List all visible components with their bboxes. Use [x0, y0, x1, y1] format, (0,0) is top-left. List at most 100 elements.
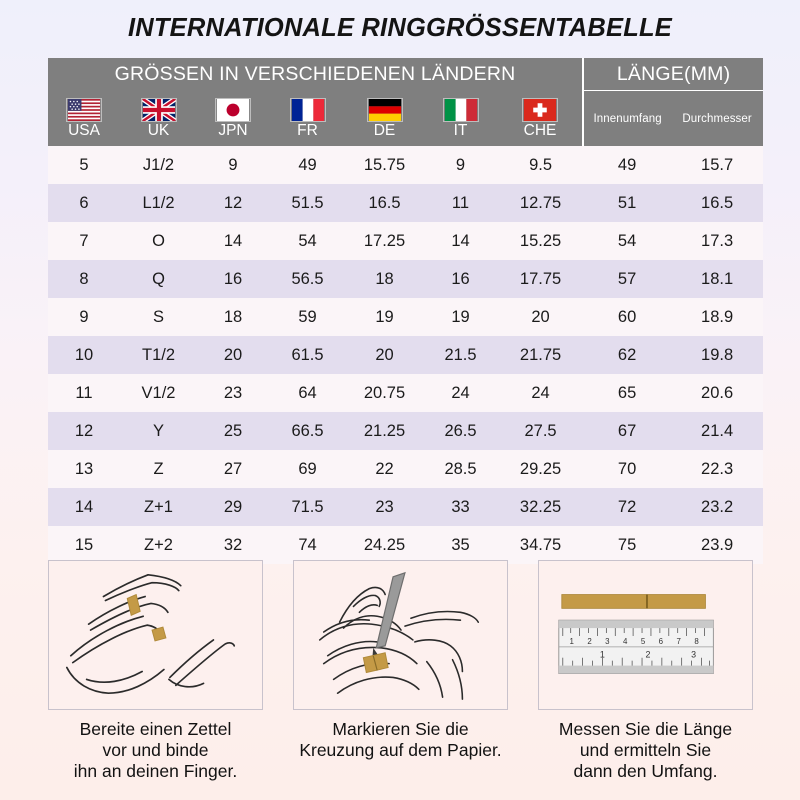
column-label-de: DE — [373, 122, 396, 140]
svg-text:3: 3 — [605, 637, 610, 646]
svg-text:7: 7 — [676, 637, 680, 646]
table-cell: 74 — [269, 526, 346, 564]
table-cell: 20.6 — [671, 374, 764, 412]
table-row: 8 Q 16 56.5 18 16 17.75 57 18.1 — [48, 260, 764, 298]
table-cell: T1/2 — [120, 336, 197, 374]
table-cell: 18 — [346, 260, 423, 298]
table-cell: 19 — [423, 298, 498, 336]
hand-with-paper-strip-illustration — [48, 560, 263, 710]
table-cell: 12.75 — [498, 184, 584, 222]
instruction-panel-2: Markieren Sie die Kreuzung auf dem Papie… — [293, 560, 508, 782]
table-row: 10 T1/2 20 61.5 20 21.5 21.75 62 19.8 — [48, 336, 764, 374]
table-cell: V1/2 — [120, 374, 197, 412]
table-cell: 33 — [423, 488, 498, 526]
column-label-usa: USA — [68, 122, 100, 140]
table-cell: 70 — [583, 450, 672, 488]
table-cell: O — [120, 222, 197, 260]
table-cell: 35 — [423, 526, 498, 564]
table-cell: J1/2 — [120, 146, 197, 184]
table-cell: 21.5 — [423, 336, 498, 374]
table-cell: 64 — [269, 374, 346, 412]
hand-marking-paper-with-pen-illustration — [293, 560, 508, 710]
table-cell: 15.25 — [498, 222, 584, 260]
table-cell: 56.5 — [269, 260, 346, 298]
table-cell: 65 — [583, 374, 672, 412]
table-cell: 23 — [346, 488, 423, 526]
svg-text:8: 8 — [694, 637, 699, 646]
flag-italy-icon — [442, 98, 479, 123]
table-cell: 26.5 — [423, 412, 498, 450]
table-cell: 34.75 — [498, 526, 584, 564]
instruction-panels: Bereite einen Zettel vor und binde ihn a… — [48, 560, 753, 782]
ring-size-table-body: 5 J1/2 9 49 15.75 9 9.5 49 15.7 6 L1/2 12 51.5 16.5 11… — [48, 146, 764, 564]
table-cell: 20 — [346, 336, 423, 374]
table-cell: 62 — [583, 336, 672, 374]
flag-uk-icon — [140, 98, 177, 123]
table-cell: 20 — [498, 298, 584, 336]
table-cell: 16 — [197, 260, 269, 298]
svg-text:5: 5 — [641, 637, 646, 646]
table-cell: 9.5 — [498, 146, 584, 184]
table-cell: Y — [120, 412, 197, 450]
column-header-che: CHE — [498, 90, 585, 146]
table-cell: 75 — [583, 526, 672, 564]
table-cell: 9 — [48, 298, 120, 336]
table-cell: 27 — [197, 450, 269, 488]
group-header-length: LÄNGE(MM) — [583, 58, 764, 91]
table-cell: 12 — [197, 184, 269, 222]
table-cell: 29.25 — [498, 450, 584, 488]
table-cell: 22 — [346, 450, 423, 488]
instruction-caption-2: Markieren Sie die Kreuzung auf dem Papie… — [299, 719, 502, 760]
table-row: 15 Z+2 32 74 24.25 35 34.75 75 23.9 — [48, 526, 764, 564]
table-cell: 16.5 — [671, 184, 764, 222]
table-cell: Z+1 — [120, 488, 197, 526]
column-header-uk: UK — [120, 90, 197, 146]
table-cell: 21.25 — [346, 412, 423, 450]
table-cell: 32.25 — [498, 488, 584, 526]
svg-text:6: 6 — [659, 637, 664, 646]
table-cell: 57 — [583, 260, 672, 298]
table-row: 11 V1/2 23 64 20.75 24 24 65 20.6 — [48, 374, 764, 412]
svg-text:3: 3 — [691, 650, 696, 660]
flag-france-icon — [289, 98, 326, 123]
group-header-countries: GRÖSSEN IN VERSCHIEDENEN LÄNDERN — [48, 58, 585, 91]
instruction-caption-1: Bereite einen Zettel vor und binde ihn a… — [73, 719, 238, 781]
table-cell: 21.4 — [671, 412, 764, 450]
table-cell: 18 — [197, 298, 269, 336]
table-cell: 13 — [48, 450, 120, 488]
table-cell: 14 — [423, 222, 498, 260]
table-cell: 60 — [583, 298, 672, 336]
table-row: 14 Z+1 29 71.5 23 33 32.25 72 23.2 — [48, 488, 764, 526]
table-cell: 15 — [48, 526, 120, 564]
table-cell: 69 — [269, 450, 346, 488]
table-cell: 9 — [423, 146, 498, 184]
instruction-panel-1: Bereite einen Zettel vor und binde ihn a… — [48, 560, 263, 782]
table-cell: 14 — [197, 222, 269, 260]
table-group-header-row: GRÖSSEN IN VERSCHIEDENEN LÄNDERN LÄNGE(M… — [48, 58, 764, 91]
flag-japan-icon — [215, 98, 251, 123]
table-cell: 66.5 — [269, 412, 346, 450]
table-cell: Z — [120, 450, 197, 488]
table-cell: 29 — [197, 488, 269, 526]
svg-text:1: 1 — [600, 650, 605, 660]
table-row: 7 O 14 54 17.25 14 15.25 54 17.3 — [48, 222, 764, 260]
table-cell: 20.75 — [346, 374, 423, 412]
table-cell: 16.5 — [346, 184, 423, 222]
table-cell: 15.7 — [671, 146, 764, 184]
table-cell: 49 — [583, 146, 672, 184]
table-cell: L1/2 — [120, 184, 197, 222]
table-cell: 24 — [498, 374, 584, 412]
table-cell: 14 — [48, 488, 120, 526]
column-header-it: IT — [423, 90, 498, 146]
table-cell: 7 — [48, 222, 120, 260]
table-cell: 19 — [346, 298, 423, 336]
table-cell: 16 — [423, 260, 498, 298]
svg-text:4: 4 — [623, 637, 628, 646]
table-cell: 10 — [48, 336, 120, 374]
column-header-jpn: JPN — [197, 90, 269, 146]
column-label-che: CHE — [523, 122, 557, 140]
table-cell: Z+2 — [120, 526, 197, 564]
table-cell: 23 — [197, 374, 269, 412]
